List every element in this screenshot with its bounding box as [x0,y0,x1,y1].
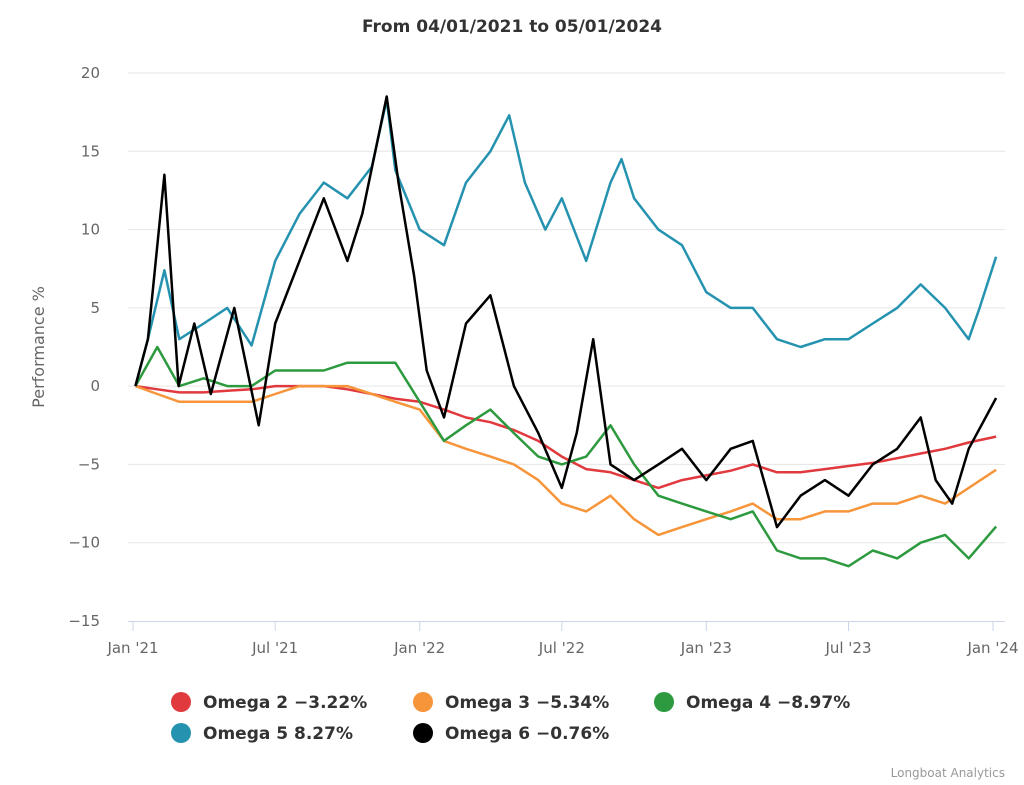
legend-item-omega-5[interactable]: Omega 5 8.27% [171,723,353,744]
y-axis-ticks: 20 15 10 5 0 −5 −10 −15 [68,64,100,630]
legend-marker [171,723,191,743]
chart-title: From 04/01/2021 to 05/01/2024 [362,17,662,37]
series-line-omega-3[interactable] [134,384,997,537]
x-tick-label: Jan '24 [966,639,1018,657]
y-tick-label: −15 [68,612,100,630]
legend-marker [413,692,433,712]
y-tick-label: 10 [81,221,100,239]
legend-item-omega-4[interactable]: Omega 4 −8.97% [654,692,850,713]
x-tick-label: Jul '23 [824,639,871,657]
series-line-omega-2[interactable] [135,384,997,490]
x-tick-label: Jul '22 [538,639,585,657]
credits-link[interactable]: Longboat Analytics [891,766,1005,780]
legend-marker [413,723,433,743]
legend: Omega 2 −3.22% Omega 3 −5.34% Omega 4 −8.9… [171,692,850,744]
x-tick-label: Jan '21 [106,639,158,657]
legend-marker [654,692,674,712]
series-lines [134,95,998,568]
legend-label: Omega 5 8.27% [203,724,353,744]
legend-label: Omega 6 −0.76% [445,724,609,744]
legend-item-omega-2[interactable]: Omega 2 −3.22% [171,692,367,713]
y-tick-label: −10 [68,534,100,552]
x-axis: Jan '21 Jul '21 Jan '22 Jul '22 Jan '23 Jul '… [106,621,1019,657]
series-line-omega-4[interactable] [134,345,998,568]
legend-label: Omega 2 −3.22% [203,693,367,713]
series-line-omega-5[interactable] [134,98,998,387]
series-line-omega-6[interactable] [134,95,998,529]
y-axis-label: Performance % [29,286,48,408]
y-tick-label: −5 [78,455,100,473]
x-tick-label: Jan '22 [393,639,445,657]
legend-label: Omega 4 −8.97% [686,693,850,713]
y-tick-label: 5 [90,299,100,317]
legend-marker [171,692,191,712]
legend-label: Omega 3 −5.34% [445,693,609,713]
y-tick-label: 15 [81,142,100,160]
y-tick-label: 20 [81,64,100,82]
x-tick-label: Jul '21 [251,639,298,657]
x-tick-label: Jan '23 [680,639,732,657]
y-tick-label: 0 [90,377,100,395]
legend-item-omega-6[interactable]: Omega 6 −0.76% [413,723,609,744]
legend-item-omega-3[interactable]: Omega 3 −5.34% [413,692,609,713]
